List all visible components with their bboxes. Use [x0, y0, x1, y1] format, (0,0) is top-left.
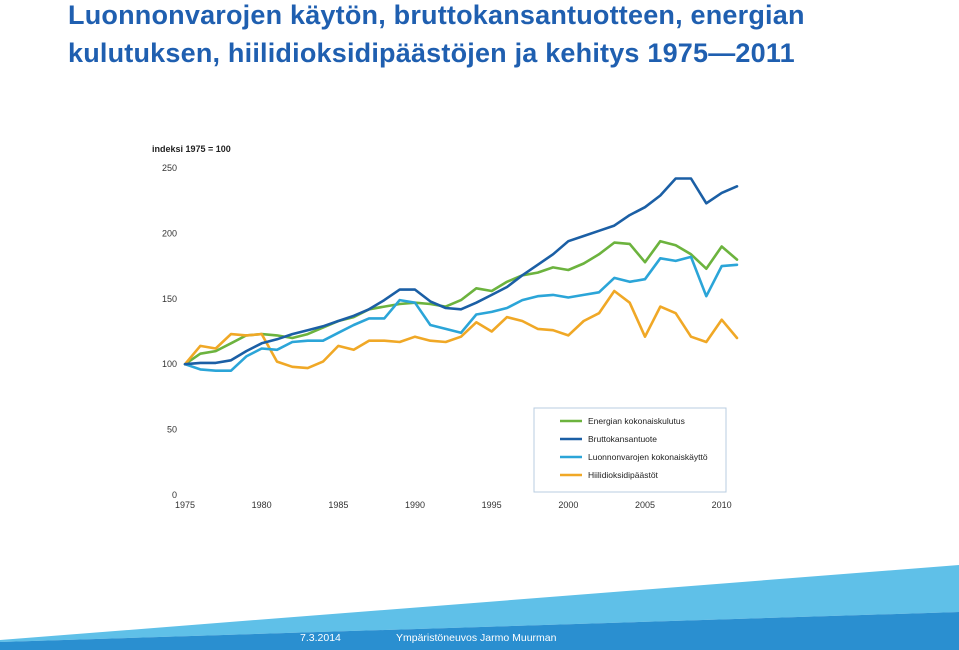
series-line-4 — [183, 289, 739, 370]
y-tick-label: 100 — [162, 359, 177, 369]
y-axis-label: indeksi 1975 = 100 — [152, 144, 231, 154]
y-tick-label: 250 — [162, 163, 177, 173]
y-tick-label: 200 — [162, 228, 177, 238]
legend-label: Energian kokonaiskulutus — [588, 416, 685, 426]
x-tick-label: 1985 — [328, 500, 348, 510]
y-tick-label: 0 — [172, 490, 177, 500]
x-tick-label: 1980 — [252, 500, 272, 510]
series-line-2 — [183, 177, 739, 366]
footer-light-stripe — [0, 565, 959, 642]
slide-title-line-1: Luonnonvarojen käytön, bruttokansantuott… — [68, 0, 805, 30]
footer-organization: Ympäristöneuvos Jarmo Muurman — [396, 632, 557, 644]
x-tick-label: 1990 — [405, 500, 425, 510]
legend: Energian kokonaiskulutus Bruttokansantuot… — [533, 407, 727, 493]
x-tick-label: 1995 — [482, 500, 502, 510]
footer-dark-band — [0, 612, 959, 650]
series-line-3 — [183, 255, 739, 373]
x-tick-label: 2010 — [712, 500, 732, 510]
series-line-1 — [183, 239, 739, 366]
x-tick-labels: 1975 1980 1985 1990 1995 2000 2005 2010 — [175, 500, 732, 510]
x-tick-label: 2000 — [558, 500, 578, 510]
y-tick-label: 150 — [162, 294, 177, 304]
x-tick-label: 1975 — [175, 500, 195, 510]
footer-date: 7.3.2014 — [300, 632, 341, 644]
x-tick-label: 2005 — [635, 500, 655, 510]
y-tick-label: 50 — [167, 425, 177, 435]
slide-title: Luonnonvarojen käytön, bruttokansantuott… — [68, 0, 948, 72]
legend-label: Luonnonvarojen kokonaiskäyttö — [588, 452, 708, 462]
slide-title-line-2: kulutuksen, hiilidioksidipäästöjen ja ke… — [68, 38, 795, 68]
legend-label: Hiilidioksidipäästöt — [588, 470, 659, 480]
y-tick-labels: 0 50 100 150 200 250 — [162, 163, 177, 500]
series-lines — [183, 177, 739, 373]
legend-label: Bruttokansantuote — [588, 434, 657, 444]
